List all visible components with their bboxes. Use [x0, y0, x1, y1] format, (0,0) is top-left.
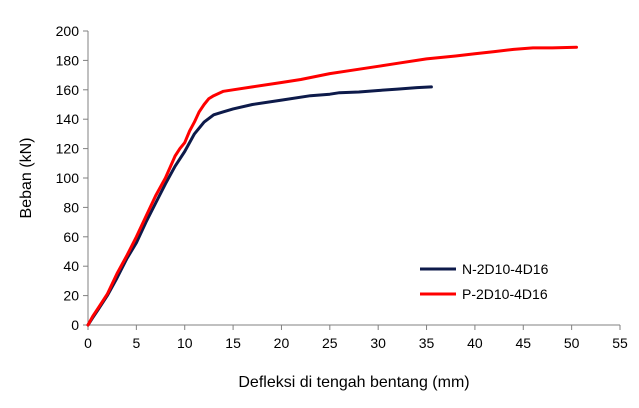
y-axis-title: Beban (kN) [18, 138, 35, 219]
y-tick-label: 0 [71, 317, 79, 333]
y-tick-label: 60 [63, 229, 79, 245]
y-tick-label: 40 [63, 258, 79, 274]
legend: N-2D10-4D16 P-2D10-4D16 [420, 261, 549, 302]
x-tick-label: 25 [322, 335, 338, 351]
x-axis-title: Defleksi di tengah bentang (mm) [238, 374, 469, 391]
x-tick-label: 20 [274, 335, 290, 351]
x-tick-label: 30 [370, 335, 386, 351]
y-tick-label: 160 [56, 82, 80, 98]
y-tick-label: 180 [56, 52, 80, 68]
y-tick-label: 20 [63, 288, 79, 304]
x-tick-label: 0 [84, 335, 92, 351]
y-tick-label: 80 [63, 199, 79, 215]
x-tick-label: 50 [564, 335, 580, 351]
series-layer [86, 45, 578, 327]
x-tick-label: 5 [132, 335, 140, 351]
x-tick-label: 35 [419, 335, 435, 351]
x-tick-label: 45 [515, 335, 531, 351]
y-tick-label: 140 [56, 111, 80, 127]
y-tick-label: 200 [56, 23, 80, 39]
x-tick-label: 40 [467, 335, 483, 351]
series-line-p-2d10-4d16 [86, 45, 578, 327]
y-tick-label: 100 [56, 170, 80, 186]
y-ticks: 0 20 40 60 80 100 120 140 160 180 200 [56, 23, 88, 333]
x-tick-label: 10 [177, 335, 193, 351]
legend-label-n-2d10-4d16: N-2D10-4D16 [462, 261, 549, 277]
x-tick-label: 55 [612, 335, 628, 351]
legend-label-p-2d10-4d16: P-2D10-4D16 [462, 286, 548, 302]
x-tick-label: 15 [225, 335, 241, 351]
series-line-n-2d10-4d16 [86, 85, 433, 327]
x-ticks: 0 5 10 15 20 25 30 35 40 45 50 55 [84, 325, 628, 351]
y-tick-label: 120 [56, 141, 80, 157]
